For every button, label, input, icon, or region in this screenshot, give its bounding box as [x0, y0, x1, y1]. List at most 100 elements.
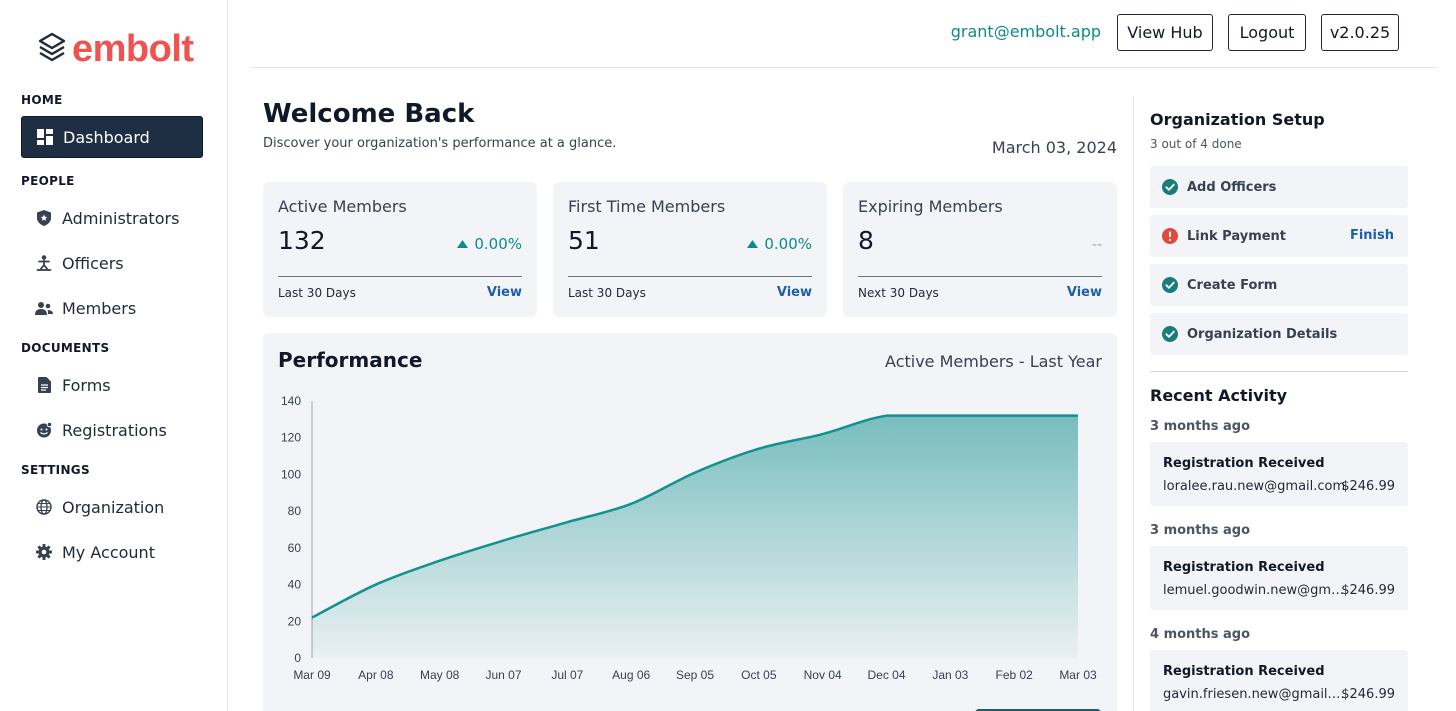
stat-divider	[858, 276, 1102, 277]
logout-button[interactable]: Logout	[1228, 14, 1306, 51]
chart-data-point[interactable]	[693, 471, 697, 475]
check-circle-icon	[1162, 277, 1178, 293]
chart-data-point[interactable]	[1012, 414, 1016, 418]
nav-section-settings: SETTINGS	[21, 463, 90, 477]
activity-item[interactable]: Registration Received gavin.friesen.new@…	[1150, 650, 1408, 711]
setup-item-organization-details[interactable]: Organization Details	[1150, 313, 1408, 355]
brand-logo[interactable]: embolt	[38, 30, 194, 68]
sidebar-item-organization[interactable]: Organization	[21, 486, 203, 528]
gear-icon	[35, 543, 53, 561]
chart-data-point[interactable]	[757, 447, 761, 451]
chart-data-point[interactable]	[438, 559, 442, 563]
check-circle-icon	[1162, 326, 1178, 342]
activity-time: 3 months ago	[1150, 419, 1251, 434]
setup-item-label: Organization Details	[1187, 326, 1338, 342]
registration-icon	[35, 421, 53, 439]
chart-data-point[interactable]	[629, 502, 633, 506]
version-button[interactable]: v2.0.25	[1321, 14, 1399, 51]
x-tick-label: May 08	[420, 668, 460, 682]
chart-data-point[interactable]	[502, 539, 506, 543]
performance-series-label: Active Members - Last Year	[885, 352, 1102, 371]
chart-data-point[interactable]	[1076, 414, 1080, 418]
setup-item-label: Add Officers	[1187, 179, 1277, 195]
finish-link[interactable]: Finish	[1349, 228, 1394, 243]
activity-title: Registration Received	[1163, 456, 1325, 471]
stat-divider	[568, 276, 812, 277]
chart-data-point[interactable]	[310, 616, 314, 620]
stat-title: Active Members	[278, 197, 407, 216]
performance-title: Performance	[278, 348, 423, 372]
sidebar-item-my-account[interactable]: My Account	[21, 531, 203, 573]
logo-layers-icon	[38, 32, 66, 66]
x-tick-label: Nov 04	[804, 668, 842, 682]
setup-item-label: Link Payment	[1187, 228, 1287, 244]
setup-title: Organization Setup	[1150, 110, 1325, 129]
chart-action-button[interactable]	[975, 709, 1101, 711]
activity-email: lemuel.goodwin.new@gmail.com	[1163, 583, 1348, 598]
nav-section-home: HOME	[21, 93, 63, 107]
performance-card: Performance Active Members - Last Year 0…	[263, 333, 1117, 711]
sidebar-item-members[interactable]: Members	[21, 287, 203, 329]
stat-value: 8	[858, 226, 874, 255]
stat-view-link[interactable]: View	[1066, 285, 1102, 300]
stat-card-first-time-members: First Time Members 51 0.00% Last 30 Days…	[553, 182, 827, 317]
x-tick-label: Aug 06	[612, 668, 650, 682]
sidebar-item-label: Members	[62, 298, 137, 318]
recent-activity-title: Recent Activity	[1150, 386, 1288, 405]
stat-period: Last 30 Days	[568, 286, 646, 300]
chart-data-point[interactable]	[885, 414, 889, 418]
x-tick-label: Jun 07	[485, 668, 521, 682]
view-hub-button[interactable]: View Hub	[1117, 14, 1213, 51]
panel-divider	[1150, 371, 1408, 372]
shield-icon	[35, 209, 53, 227]
x-tick-label: Mar 03	[1059, 668, 1097, 682]
y-tick-label: 80	[288, 504, 302, 518]
x-tick-label: Jan 03	[932, 668, 968, 682]
chart-data-point[interactable]	[565, 520, 569, 524]
chart-area-fill	[312, 415, 1078, 658]
sidebar-item-forms[interactable]: Forms	[21, 364, 203, 406]
x-tick-label: Dec 04	[867, 668, 905, 682]
brand-name: embolt	[72, 28, 194, 70]
globe-icon	[35, 498, 53, 516]
members-icon	[35, 299, 53, 317]
stat-title: Expiring Members	[858, 197, 1003, 216]
user-email-link[interactable]: grant@embolt.app	[950, 22, 1101, 41]
stat-card-expiring-members: Expiring Members 8 -- Next 30 Days View	[843, 182, 1117, 317]
stat-title: First Time Members	[568, 197, 726, 216]
y-tick-label: 120	[281, 431, 301, 445]
nav-section-people: PEOPLE	[21, 174, 75, 188]
sidebar-item-label: Officers	[62, 253, 124, 273]
sidebar-item-label: Organization	[62, 497, 165, 517]
stat-change-value: 0.00%	[474, 235, 522, 253]
activity-amount: $246.99	[1341, 583, 1395, 598]
stat-period: Last 30 Days	[278, 286, 356, 300]
chart-series-line	[311, 414, 1078, 619]
sidebar-item-officers[interactable]: Officers	[21, 242, 203, 284]
chart-data-point[interactable]	[821, 432, 825, 436]
setup-item-link-payment[interactable]: Link Payment Finish	[1150, 215, 1408, 257]
activity-email: gavin.friesen.new@gmail.com	[1163, 687, 1348, 702]
stat-change-value: --	[1091, 237, 1102, 253]
setup-item-add-officers[interactable]: Add Officers	[1150, 166, 1408, 208]
chart-data-point[interactable]	[948, 414, 952, 418]
sidebar-item-label: Forms	[62, 375, 111, 395]
activity-title: Registration Received	[1163, 560, 1325, 575]
nav-section-documents: DOCUMENTS	[21, 341, 110, 355]
sidebar-item-label: My Account	[62, 542, 155, 562]
triangle-up-icon	[747, 240, 759, 248]
chart-data-point[interactable]	[374, 583, 378, 587]
page-subtitle: Discover your organization's performance…	[263, 136, 617, 151]
stat-view-link[interactable]: View	[486, 285, 522, 300]
setup-item-create-form[interactable]: Create Form	[1150, 264, 1408, 306]
officer-icon	[35, 254, 53, 272]
activity-item[interactable]: Registration Received lemuel.goodwin.new…	[1150, 546, 1408, 610]
sidebar-item-dashboard[interactable]: Dashboard	[21, 116, 203, 158]
sidebar-item-registrations[interactable]: Registrations	[21, 409, 203, 451]
y-tick-label: 40	[288, 578, 302, 592]
y-tick-label: 0	[294, 651, 301, 665]
stat-view-link[interactable]: View	[776, 285, 812, 300]
current-date: March 03, 2024	[991, 138, 1117, 157]
sidebar-item-administrators[interactable]: Administrators	[21, 197, 203, 239]
activity-item[interactable]: Registration Received loralee.rau.new@gm…	[1150, 442, 1408, 506]
